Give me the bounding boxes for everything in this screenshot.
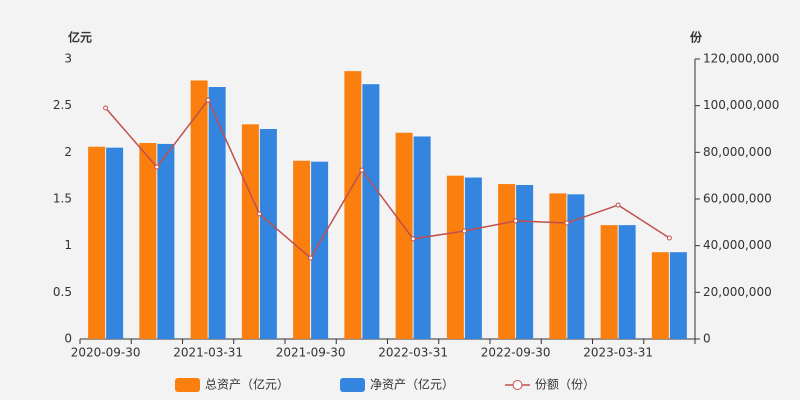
bar	[311, 161, 329, 339]
bar	[139, 143, 157, 339]
y2-tick-label: 120,000,000	[703, 52, 779, 66]
y-tick-label: 2	[64, 145, 72, 159]
legend-marker	[512, 380, 523, 390]
y-tick-label: 3	[64, 52, 72, 66]
y2-tick-label: 40,000,000	[703, 238, 772, 252]
line	[105, 98, 670, 260]
x-tick-label: 2022-09-30	[481, 346, 551, 360]
bar	[618, 225, 636, 339]
x-tick-label: 2022-03-31	[378, 346, 448, 360]
y-axis-label: 亿元	[68, 30, 92, 45]
legend-swatch	[340, 378, 365, 392]
bar	[516, 185, 534, 339]
y-tick-label: 1	[64, 238, 72, 252]
bar	[464, 177, 482, 339]
bar	[669, 252, 687, 339]
y2-tick-label: 0	[703, 332, 711, 346]
y2-tick-label: 20,000,000	[703, 285, 772, 299]
bar	[567, 194, 585, 339]
line-point	[615, 202, 621, 208]
y2-tick-label: 100,000,000	[703, 98, 779, 112]
bar	[241, 124, 259, 339]
bar	[446, 175, 464, 339]
bar	[190, 80, 208, 339]
bar	[157, 143, 175, 339]
bar	[259, 129, 277, 339]
bar	[362, 84, 380, 339]
legend-label: 总资产（亿元）	[205, 377, 289, 392]
y-tick-label: 0	[64, 332, 72, 346]
bar	[395, 132, 413, 339]
legend-label: 份额（份）	[535, 378, 595, 392]
line-point	[103, 105, 109, 111]
line-point	[256, 211, 262, 217]
x-tick-label: 2020-09-30	[71, 346, 141, 360]
x-tick-label: 2023-03-31	[583, 346, 653, 360]
x-tick-label: 2021-09-30	[276, 346, 346, 360]
line-point	[461, 228, 467, 234]
bar	[88, 146, 106, 339]
bar	[600, 225, 618, 339]
line-point	[564, 220, 570, 226]
y2-axis-label: 份	[690, 30, 703, 45]
y2-tick-label: 60,000,000	[703, 192, 772, 206]
line-point	[154, 164, 160, 170]
line-point	[205, 97, 211, 103]
legend-swatch	[175, 378, 200, 392]
bar	[106, 147, 124, 339]
line-point	[513, 218, 519, 224]
y2-tick-label: 80,000,000	[703, 145, 772, 159]
y-tick-label: 2.5	[53, 98, 72, 112]
legend-label: 净资产（亿元）	[370, 377, 454, 392]
bar	[208, 87, 226, 339]
line-point	[666, 235, 672, 241]
y-tick-label: 0.5	[53, 285, 72, 299]
line-point	[410, 236, 416, 242]
bar	[651, 252, 669, 339]
line-point	[308, 255, 314, 261]
bar	[549, 193, 567, 339]
bar	[498, 184, 516, 339]
x-tick-label: 2021-03-31	[173, 346, 243, 360]
y-tick-label: 1.5	[53, 192, 72, 206]
bar	[344, 71, 362, 339]
line-point	[359, 167, 365, 173]
